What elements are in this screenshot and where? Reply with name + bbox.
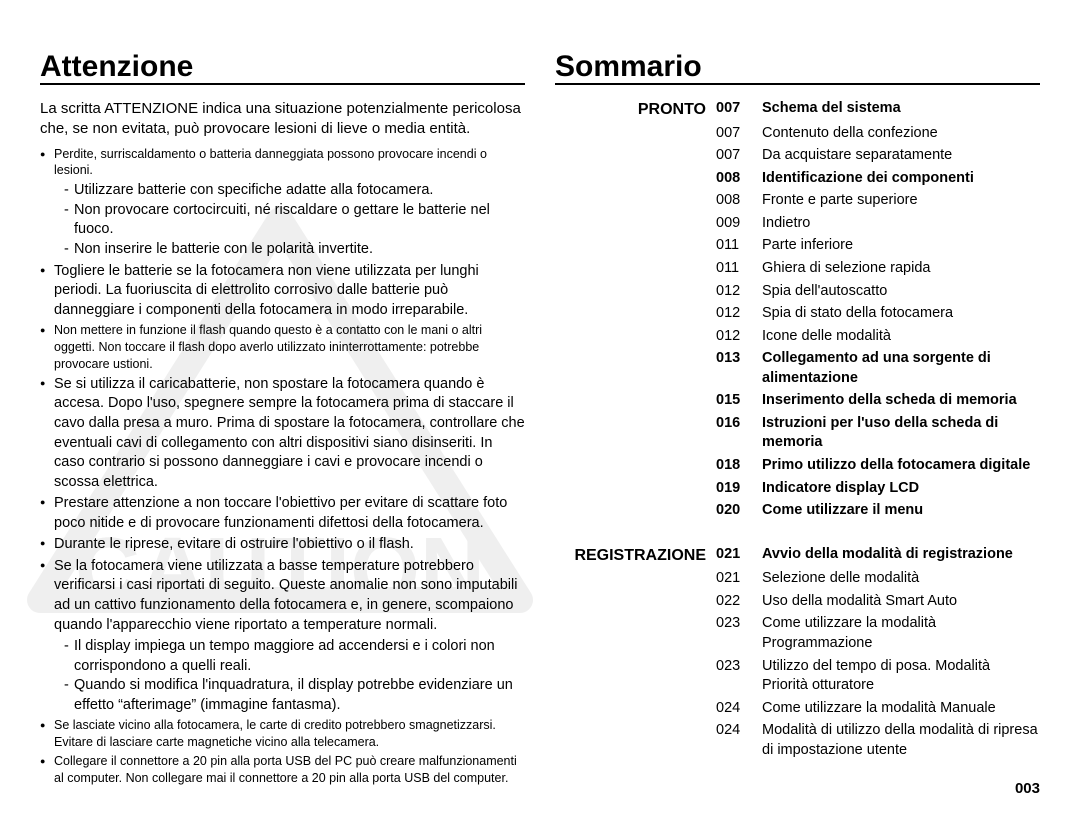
right-title: Sommario <box>555 50 1040 85</box>
toc-entry: Contenuto della confezione <box>762 124 1040 144</box>
toc-entry: Modalità di utilizzo della modalità di r… <box>762 721 1040 760</box>
caution-subitem: Utilizzare batterie con specifiche adatt… <box>64 181 525 201</box>
toc-entry: Schema del sistema <box>762 99 1040 119</box>
toc-page-num: 023 <box>716 614 756 634</box>
caution-item: Non mettere in funzione il flash quando … <box>40 322 525 373</box>
toc-page-num: 012 <box>716 282 756 302</box>
toc-page-num: 012 <box>716 304 756 324</box>
toc-entry: Indietro <box>762 214 1040 234</box>
caution-sublist: Utilizzare batterie con specifiche adatt… <box>54 181 525 259</box>
toc-page-num: 009 <box>716 214 756 234</box>
left-column: CAUTION Attenzione La scritta ATTENZIONE… <box>40 50 525 789</box>
caution-item-text: Prestare attenzione a non toccare l'obie… <box>54 495 507 531</box>
manual-page: CAUTION Attenzione La scritta ATTENZIONE… <box>0 0 1080 815</box>
left-title: Attenzione <box>40 50 525 85</box>
toc-entry: Spia di stato della fotocamera <box>762 304 1040 324</box>
toc-entry: Spia dell'autoscatto <box>762 282 1040 302</box>
caution-item: Togliere le batterie se la fotocamera no… <box>40 262 525 321</box>
caution-item: Durante le riprese, evitare di ostruire … <box>40 535 525 555</box>
toc-page-num: 024 <box>716 699 756 719</box>
caution-item-text: Se la fotocamera viene utilizzata a bass… <box>54 558 517 633</box>
toc-page-num: 012 <box>716 327 756 347</box>
toc-page-num: 021 <box>716 569 756 589</box>
table-of-contents: PRONTO 007 Schema del sistema 007 Contenuto … <box>555 99 1040 760</box>
toc-page-num: 007 <box>716 124 756 144</box>
caution-item-text: Perdite, surriscaldamento o batteria dan… <box>54 147 487 178</box>
toc-page-num: 007 <box>716 99 756 119</box>
toc-page-num: 007 <box>716 146 756 166</box>
toc-entry: Utilizzo del tempo di posa. Modalità Pri… <box>762 657 1040 696</box>
toc-entry: Ghiera di selezione rapida <box>762 259 1040 279</box>
caution-item: Prestare attenzione a non toccare l'obie… <box>40 494 525 533</box>
toc-page-num: 024 <box>716 721 756 741</box>
caution-item-text: Se si utilizza il caricabatterie, non sp… <box>54 376 525 490</box>
caution-subitem: Quando si modifica l'inquadratura, il di… <box>64 676 525 715</box>
toc-entry: Avvio della modalità di registrazione <box>762 545 1040 565</box>
toc-page-num: 022 <box>716 592 756 612</box>
toc-entry: Primo utilizzo della fotocamera digitale <box>762 456 1040 476</box>
toc-entry: Identificazione dei componenti <box>762 169 1040 189</box>
toc-section-label: PRONTO <box>555 99 710 121</box>
toc-entry: Da acquistare separatamente <box>762 146 1040 166</box>
caution-item: Se la fotocamera viene utilizzata a bass… <box>40 557 525 716</box>
caution-item-text: Collegare il connettore a 20 pin alla po… <box>54 754 517 785</box>
toc-entry: Fronte e parte superiore <box>762 191 1040 211</box>
caution-item-text: Non mettere in funzione il flash quando … <box>54 323 482 371</box>
toc-entry: Istruzioni per l'uso della scheda di mem… <box>762 414 1040 453</box>
toc-entry: Parte inferiore <box>762 236 1040 256</box>
toc-entry: Icone delle modalità <box>762 327 1040 347</box>
toc-entry: Come utilizzare la modalità Manuale <box>762 699 1040 719</box>
toc-entry: Come utilizzare la modalità Programmazio… <box>762 614 1040 653</box>
toc-page-num: 016 <box>716 414 756 434</box>
caution-item: Collegare il connettore a 20 pin alla po… <box>40 753 525 787</box>
toc-entry: Collegamento ad una sorgente di alimenta… <box>762 349 1040 388</box>
right-column: Sommario PRONTO 007 Schema del sistema 007 C… <box>555 50 1040 789</box>
toc-page-num: 011 <box>716 236 756 256</box>
toc-entry: Inserimento della scheda di memoria <box>762 391 1040 411</box>
caution-subitem: Non provocare cortocircuiti, né riscalda… <box>64 201 525 240</box>
toc-page-num: 018 <box>716 456 756 476</box>
toc-page-num: 008 <box>716 191 756 211</box>
toc-page-num: 020 <box>716 501 756 521</box>
toc-page-num: 023 <box>716 657 756 677</box>
toc-entry: Come utilizzare il menu <box>762 501 1040 521</box>
toc-page-num: 008 <box>716 169 756 189</box>
toc-entry: Uso della modalità Smart Auto <box>762 592 1040 612</box>
caution-sublist: Il display impiega un tempo maggiore ad … <box>54 637 525 715</box>
toc-section-label: REGISTRAZIONE <box>555 545 710 567</box>
toc-section-gap <box>555 524 1040 542</box>
toc-page-num: 019 <box>716 479 756 499</box>
caution-item: Se lasciate vicino alla fotocamera, le c… <box>40 717 525 751</box>
toc-entry: Selezione delle modalità <box>762 569 1040 589</box>
left-intro: La scritta ATTENZIONE indica una situazi… <box>40 99 525 140</box>
toc-page-num: 015 <box>716 391 756 411</box>
toc-page-num: 013 <box>716 349 756 369</box>
caution-item: Se si utilizza il caricabatterie, non sp… <box>40 375 525 492</box>
caution-subitem: Il display impiega un tempo maggiore ad … <box>64 637 525 676</box>
caution-item-text: Durante le riprese, evitare di ostruire … <box>54 536 414 552</box>
caution-item-text: Se lasciate vicino alla fotocamera, le c… <box>54 718 496 749</box>
toc-page-num: 011 <box>716 259 756 279</box>
caution-subitem: Non inserire le batterie con le polarità… <box>64 240 525 260</box>
two-column-layout: CAUTION Attenzione La scritta ATTENZIONE… <box>40 50 1040 789</box>
toc-page-num: 021 <box>716 545 756 565</box>
caution-item-text: Togliere le batterie se la fotocamera no… <box>54 263 479 318</box>
toc-entry: Indicatore display LCD <box>762 479 1040 499</box>
page-number: 003 <box>1015 780 1040 797</box>
caution-list: Perdite, surriscaldamento o batteria dan… <box>40 146 525 787</box>
caution-item: Perdite, surriscaldamento o batteria dan… <box>40 146 525 260</box>
